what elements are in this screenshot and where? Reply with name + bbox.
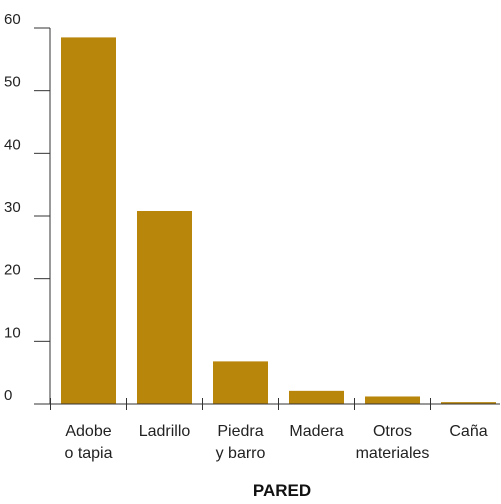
y-tick-label: 20 <box>4 262 21 279</box>
y-tick-label: 60 <box>4 11 21 28</box>
x-category-label: Caña <box>449 423 487 440</box>
x-category-label: Ladrillo <box>139 423 191 440</box>
y-tick-label: 10 <box>4 324 21 341</box>
x-axis: Adobe o tapia Ladrillo Piedra y barro Madera O… <box>50 398 500 462</box>
bar <box>61 37 116 405</box>
x-category-label: Adobe o tapia <box>64 423 112 462</box>
bar <box>289 390 344 404</box>
bars-group <box>61 37 496 405</box>
y-axis: 0 10 20 30 40 50 60 <box>4 11 51 405</box>
x-axis-title: PARED <box>253 481 311 500</box>
bar <box>441 402 496 404</box>
bar <box>365 396 420 404</box>
y-tick-label: 30 <box>4 199 21 216</box>
x-category-label: Piedra y barro <box>216 423 266 462</box>
bar <box>137 210 192 404</box>
y-tick-label: 40 <box>4 136 21 153</box>
x-category-label: Madera <box>289 423 343 440</box>
x-category-label: Otros materiales <box>356 423 430 462</box>
y-tick-label: 0 <box>4 387 12 404</box>
bar <box>213 361 268 404</box>
y-tick-label: 50 <box>4 74 21 91</box>
